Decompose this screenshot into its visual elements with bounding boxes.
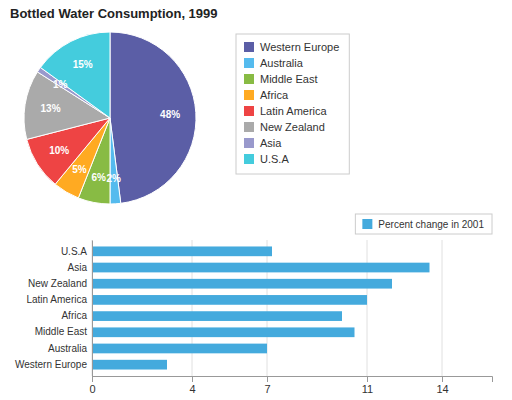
legend-item: Middle East <box>244 73 317 85</box>
bar <box>92 344 267 354</box>
tick-label: Australia <box>48 343 87 354</box>
legend-swatch <box>244 154 254 164</box>
data-label: 6% <box>91 172 106 183</box>
legend-label: Asia <box>260 137 282 149</box>
tick-label: New Zealand <box>28 278 87 289</box>
data-label: 10% <box>49 145 69 156</box>
tick-label: 14 <box>436 383 448 395</box>
legend-item: U.S.A <box>244 153 289 165</box>
data-label: 48% <box>160 109 180 120</box>
data-label: 15% <box>73 59 93 70</box>
legend-label: Percent change in 2001 <box>378 219 484 230</box>
legend-item: Latin America <box>244 105 328 117</box>
legend-label: U.S.A <box>260 153 289 165</box>
tick-label: Asia <box>68 262 88 273</box>
tick: 11 <box>362 376 373 395</box>
bar <box>92 327 355 337</box>
tick: Latin America <box>26 294 87 305</box>
tick: Africa <box>61 310 87 321</box>
bar <box>92 279 392 289</box>
tick: New Zealand <box>28 278 87 289</box>
bars <box>92 246 430 369</box>
data-label: 1% <box>53 79 68 90</box>
tick-label: 0 <box>89 383 95 395</box>
legend-swatch <box>244 138 254 148</box>
legend-item: Australia <box>244 57 304 69</box>
chart-title: Bottled Water Consumption, 1999 <box>10 6 218 21</box>
legend-swatch <box>244 122 254 132</box>
legend-swatch <box>244 74 254 84</box>
pie-legend: Western Europe Australia Middle East Africa… <box>236 34 349 174</box>
legend-frame <box>236 34 349 174</box>
value-axis: 0 4 7 11 14 <box>89 376 492 395</box>
grid-line <box>367 240 368 376</box>
pie-labels: 48% 2%6% 5%10% 13% 1% 15% <box>41 59 181 184</box>
legend-item: Asia <box>244 137 282 149</box>
tick: Middle East <box>35 326 87 337</box>
legend-label: Western Europe <box>260 41 339 53</box>
legend-label: Africa <box>260 89 289 101</box>
tick-mark <box>367 376 368 382</box>
tick: 7 <box>264 376 270 395</box>
category-axis: Western Europe Australia Middle East Africa… <box>15 241 93 377</box>
tick-label: Middle East <box>35 326 87 337</box>
tick: Western Europe <box>15 359 88 370</box>
legend-swatch <box>244 42 254 52</box>
tick-mark <box>92 376 93 382</box>
tick: Australia <box>48 343 87 354</box>
legend-swatch <box>244 90 254 100</box>
bar <box>92 360 167 370</box>
legend-frame <box>355 214 492 234</box>
axis-line <box>93 377 493 383</box>
tick: 0 <box>89 376 95 395</box>
bar <box>92 263 430 273</box>
grid <box>92 240 442 376</box>
grid-line <box>267 240 268 376</box>
data-label: 5% <box>72 164 87 175</box>
tick-mark <box>442 376 443 382</box>
tick-label: Africa <box>61 310 87 321</box>
tick: 14 <box>436 376 448 395</box>
tick-label: 7 <box>264 383 270 395</box>
legend-item: New Zealand <box>244 121 325 133</box>
bar <box>92 246 272 256</box>
axis-line <box>92 241 93 377</box>
legend-item: Western Europe <box>244 41 339 53</box>
legend-swatch <box>362 219 372 229</box>
bar <box>92 295 367 305</box>
legend-swatch <box>244 106 254 116</box>
pie-slice <box>110 118 121 204</box>
tick-mark <box>267 376 268 382</box>
tick-mark <box>192 376 193 382</box>
tick-label: 11 <box>362 383 373 395</box>
grid-line <box>442 240 443 376</box>
pie-group <box>24 32 196 204</box>
tick: Asia <box>68 262 88 273</box>
tick-label: U.S.A <box>61 246 87 257</box>
grid-line <box>92 240 93 376</box>
pie-slice <box>40 32 110 118</box>
legend-label: Australia <box>260 57 304 69</box>
legend-label: Latin America <box>260 105 328 117</box>
grid-line <box>192 240 193 376</box>
chart-container: Bottled Water Consumption, 1999 48% 2%6% 5%… <box>0 0 512 400</box>
legend-label: New Zealand <box>260 121 325 133</box>
chart-svg: Bottled Water Consumption, 1999 48% 2%6% 5%… <box>0 0 512 400</box>
tick-label: 4 <box>189 383 195 395</box>
legend-item: Africa <box>244 89 289 101</box>
data-label: 13% <box>41 103 61 114</box>
pie-slice <box>110 32 196 203</box>
legend-label: Middle East <box>260 73 317 85</box>
tick-label: Latin America <box>26 294 87 305</box>
tick-label: Western Europe <box>15 359 88 370</box>
bar <box>92 311 342 321</box>
data-label: 2% <box>107 173 122 184</box>
legend-swatch <box>244 58 254 68</box>
tick: U.S.A <box>61 246 87 257</box>
tick: 4 <box>189 376 195 395</box>
bar-legend: Percent change in 2001 <box>355 214 492 234</box>
